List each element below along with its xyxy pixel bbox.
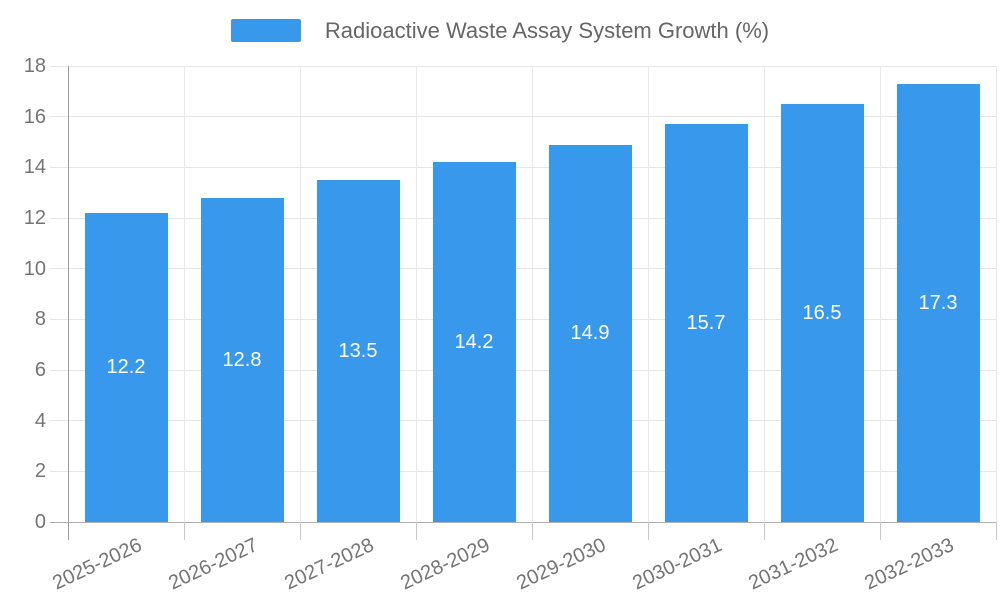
x-axis-tick [648,522,649,540]
gridline-horizontal [50,369,996,371]
y-axis-tick-label: 4 [34,409,46,432]
y-axis-tick-label: 0 [34,511,46,533]
bar[interactable]: 13.5 [316,180,400,522]
x-axis-category-label: 2028-2029 [397,534,494,595]
gridline-horizontal [50,420,996,422]
y-axis-tick-label: 12 [23,207,46,229]
bar[interactable]: 15.7 [664,124,748,522]
x-axis-tick [532,522,533,540]
gridline-horizontal [50,217,996,219]
gridline-vertical [648,66,649,522]
gridline-horizontal [50,470,996,472]
x-axis-tick [416,522,417,540]
bar-value-label: 15.7 [686,312,726,335]
gridline-horizontal [50,116,996,118]
bar-value-label: 13.5 [338,340,378,362]
x-axis-category-label: 2027-2028 [281,534,378,595]
x-axis-tick [764,522,765,540]
gridline-vertical [880,66,881,522]
x-axis-tick [300,522,301,540]
legend-label: Radioactive Waste Assay System Growth (%… [324,18,770,43]
gridline-vertical [532,66,533,522]
plot-area: 12.2 12.8 13.5 14.2 14.9 15.7 16.5 17.3 [50,65,997,540]
y-axis-tick-label: 14 [23,156,46,179]
bar[interactable]: 12.2 [84,212,168,522]
legend-swatch-icon [230,19,301,42]
gridline-vertical [764,66,765,522]
x-axis-category-label: 2030-2031 [629,534,726,595]
x-axis-tick [996,522,997,540]
bar-value-label: 12.2 [106,356,146,379]
y-axis-tick-label: 6 [34,359,46,381]
bar-value-label: 17.3 [918,291,958,314]
bar-value-label: 14.9 [570,322,610,345]
y-axis-tick-label: 18 [23,55,46,77]
x-axis-category-label: 2031-2032 [745,534,842,595]
y-axis-line [68,66,69,540]
bar-value-label: 12.8 [222,348,262,371]
gridline-horizontal [50,65,996,67]
y-axis-tick-label: 8 [34,308,46,331]
x-axis-line [50,521,996,523]
gridline-horizontal [50,268,996,270]
x-axis-category-label: 2026-2027 [165,534,262,595]
gridline-vertical [416,66,417,522]
bar-value-label: 14.2 [454,331,494,354]
bar[interactable]: 14.2 [432,162,516,522]
bar-value-label: 16.5 [802,302,842,324]
x-axis-tick [184,522,185,540]
x-axis-tick [880,522,881,540]
legend[interactable]: Radioactive Waste Assay System Growth (%… [0,19,1000,42]
bar[interactable]: 17.3 [896,83,980,522]
gridline-horizontal [50,166,996,168]
bar[interactable]: 16.5 [780,104,864,522]
y-axis-tick-label: 10 [23,257,46,280]
x-axis-category-label: 2032-2033 [861,534,958,595]
gridline-horizontal [50,318,996,320]
bar[interactable]: 12.8 [200,197,284,522]
gridline-vertical [996,66,997,522]
y-axis-tick-label: 2 [34,460,46,483]
x-axis-category-label: 2029-2030 [513,534,610,595]
y-axis-tick-label: 16 [23,105,46,128]
bar[interactable]: 14.9 [548,144,632,522]
gridline-vertical [184,66,185,522]
x-axis-category-label: 2025-2026 [49,534,146,595]
gridline-vertical [300,66,301,522]
